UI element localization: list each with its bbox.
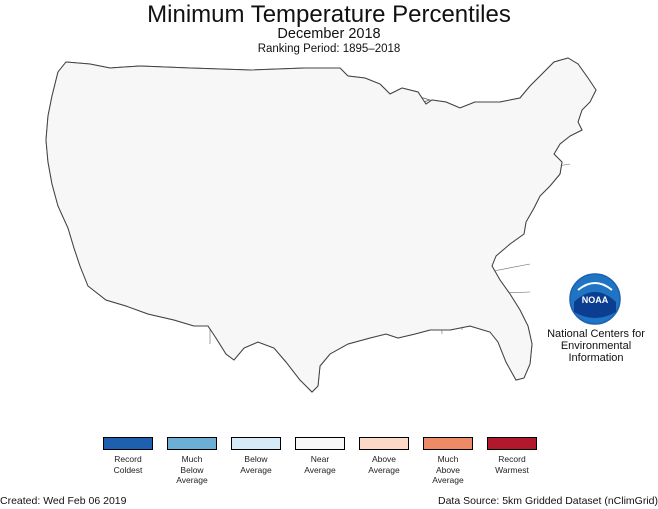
legend-item-record-coldest: Record Coldest	[100, 437, 156, 475]
legend-item-above: Above Average	[356, 437, 412, 475]
legend-swatch	[487, 437, 537, 450]
legend-label: Much Below Average	[176, 454, 208, 485]
legend-label: Record Coldest	[113, 454, 143, 475]
legend: Record Coldest Much Below Average Below …	[100, 437, 540, 493]
legend-swatch	[423, 437, 473, 450]
legend-item-much-below: Much Below Average	[164, 437, 220, 486]
noaa-logo-text: NOAA	[582, 295, 609, 305]
legend-swatch	[167, 437, 217, 450]
noaa-logo: NOAA	[569, 273, 621, 325]
map-title: Minimum Temperature Percentiles	[147, 1, 511, 28]
agency-line-3: Information	[568, 352, 624, 364]
created-date: Created: Wed Feb 06 2019	[0, 495, 127, 507]
legend-item-record-warmest: Record Warmest	[484, 437, 540, 475]
ranking-period: Ranking Period: 1895–2018	[257, 43, 401, 55]
legend-item-much-above: Much Above Average	[420, 437, 476, 486]
agency-line-1: National Centers for	[547, 328, 645, 340]
map-subtitle: December 2018	[277, 26, 381, 42]
legend-swatch	[295, 437, 345, 450]
us-percentile-map	[45, 57, 597, 393]
legend-swatch	[103, 437, 153, 450]
legend-label: Above Average	[368, 454, 400, 475]
legend-swatch	[231, 437, 281, 450]
legend-label: Below Average	[240, 454, 272, 475]
data-source: Data Source: 5km Gridded Dataset (nClimG…	[438, 495, 658, 507]
legend-label: Much Above Average	[432, 454, 464, 485]
legend-item-near: Near Average	[292, 437, 348, 475]
legend-label: Near Average	[304, 454, 336, 475]
legend-item-below: Below Average	[228, 437, 284, 475]
agency-name: National Centers for Environmental Infor…	[536, 328, 656, 364]
legend-swatch	[359, 437, 409, 450]
agency-line-2: Environmental	[560, 340, 632, 352]
legend-label: Record Warmest	[495, 454, 529, 475]
